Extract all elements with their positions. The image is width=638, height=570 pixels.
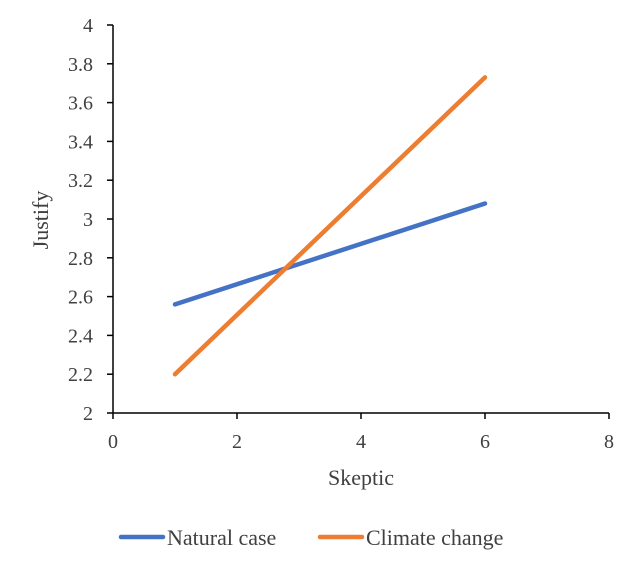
y-tick-label: 3.2 bbox=[68, 170, 93, 192]
y-tick-label: 2.6 bbox=[68, 287, 93, 309]
series-line-climate-change bbox=[172, 75, 488, 377]
y-tick-label: 4 bbox=[83, 15, 93, 37]
legend-label-natural-case: Natural case bbox=[167, 525, 276, 550]
y-tick-label: 3.4 bbox=[68, 131, 93, 153]
series-line-natural-case bbox=[172, 201, 488, 307]
x-tick-label: 0 bbox=[108, 431, 118, 453]
legend: Natural case Climate change bbox=[118, 525, 503, 550]
x-tick-label: 6 bbox=[480, 431, 490, 453]
y-tick-label: 2 bbox=[83, 403, 93, 425]
x-axis-title: Skeptic bbox=[328, 465, 394, 490]
y-tick-label: 3.6 bbox=[68, 93, 93, 115]
y-axis-title: Justify bbox=[28, 191, 53, 250]
x-tick-label: 4 bbox=[356, 431, 366, 453]
axes: 22.22.42.62.833.23.43.63.840 2 4 6 8 bbox=[68, 15, 614, 453]
y-tick-label: 2.2 bbox=[68, 364, 93, 386]
y-tick-label: 2.8 bbox=[68, 248, 93, 270]
x-tick-label: 2 bbox=[232, 431, 242, 453]
y-tick-label: 3 bbox=[83, 209, 93, 231]
x-tick-label: 8 bbox=[604, 431, 614, 453]
series-layer bbox=[172, 75, 488, 377]
y-tick-label: 2.4 bbox=[68, 325, 93, 347]
legend-label-climate-change: Climate change bbox=[366, 525, 503, 550]
y-tick-label: 3.8 bbox=[68, 54, 93, 76]
